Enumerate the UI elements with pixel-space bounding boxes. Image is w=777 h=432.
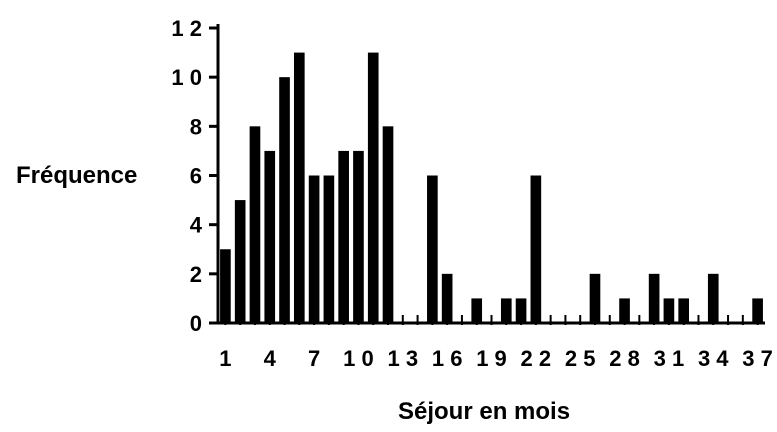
bar bbox=[515, 298, 527, 323]
bar bbox=[264, 150, 276, 323]
bar bbox=[500, 298, 512, 323]
x-tick-label: 2 5 bbox=[565, 346, 596, 371]
bar bbox=[220, 249, 231, 323]
x-tick-label: 1 9 bbox=[476, 346, 507, 371]
bar bbox=[648, 273, 660, 323]
bar bbox=[323, 175, 335, 323]
bar bbox=[338, 150, 349, 323]
bar bbox=[382, 126, 394, 323]
x-tick-group: 1 4 7 1 0 1 3 1 6 1 9 2 2 2 5 2 8 3 1 3 4 3 7 bbox=[219, 315, 773, 371]
bar bbox=[293, 52, 305, 323]
bar bbox=[353, 150, 364, 323]
bar bbox=[249, 126, 261, 323]
x-tick-label: 2 8 bbox=[609, 346, 640, 371]
x-tick-label: 2 2 bbox=[521, 346, 552, 371]
x-tick-label: 3 4 bbox=[698, 346, 729, 371]
bar bbox=[663, 298, 675, 323]
y-tick-label: 1 0 bbox=[171, 65, 202, 90]
bar bbox=[308, 175, 320, 323]
x-tick-label: 7 bbox=[308, 346, 320, 371]
bar bbox=[234, 200, 246, 323]
y-tick-label: 4 bbox=[190, 213, 203, 238]
bar bbox=[707, 273, 719, 323]
y-tick-group: 0 2 4 6 8 1 0 1 2 bbox=[171, 16, 218, 336]
bar bbox=[427, 175, 438, 323]
bar bbox=[441, 273, 453, 323]
y-tick-label: 2 bbox=[190, 262, 202, 287]
bar bbox=[589, 273, 601, 323]
x-axis-label: Séjour en mois bbox=[398, 398, 571, 425]
x-tick-label: 1 6 bbox=[432, 346, 463, 371]
bar bbox=[619, 298, 630, 323]
y-tick-label: 8 bbox=[190, 114, 202, 139]
y-tick-label: 0 bbox=[190, 311, 202, 336]
x-tick-label: 1 0 bbox=[343, 346, 374, 371]
bar bbox=[530, 175, 542, 323]
y-axis-label: Fréquence bbox=[16, 162, 138, 189]
x-tick-label: 3 7 bbox=[742, 346, 773, 371]
x-tick-label: 3 1 bbox=[654, 346, 685, 371]
bar bbox=[752, 298, 763, 323]
y-tick-label: 1 2 bbox=[171, 16, 202, 41]
bar-group bbox=[220, 52, 763, 324]
bar bbox=[471, 298, 483, 323]
bar bbox=[279, 77, 290, 324]
x-tick-label: 1 bbox=[219, 346, 231, 371]
bar bbox=[678, 298, 690, 323]
x-tick-label: 1 3 bbox=[388, 346, 419, 371]
y-tick-label: 6 bbox=[190, 164, 202, 189]
bar bbox=[367, 52, 379, 323]
x-tick-label: 4 bbox=[264, 346, 277, 371]
